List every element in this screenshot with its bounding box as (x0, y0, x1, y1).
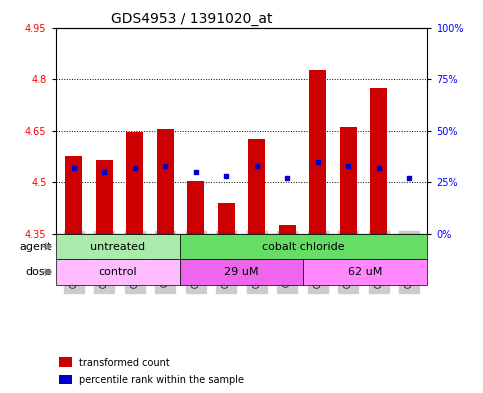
Text: control: control (98, 267, 137, 277)
Text: 29 uM: 29 uM (224, 267, 259, 277)
Text: dose: dose (25, 267, 52, 277)
Point (131, 165, 139, 171)
Point (284, 175, 291, 181)
Text: 62 uM: 62 uM (348, 267, 383, 277)
Point (314, 158, 322, 165)
Bar (59, 375, 72, 384)
Text: GDS4953 / 1391020_at: GDS4953 / 1391020_at (112, 13, 273, 26)
Point (70, 165, 78, 171)
Bar (303, 259, 427, 285)
Text: percentile rank within the sample: percentile rank within the sample (79, 375, 244, 385)
Point (222, 173, 230, 179)
Bar (187, 180, 204, 234)
Bar (59, 357, 72, 367)
Bar (56, 259, 180, 285)
Bar (340, 127, 356, 234)
Point (192, 169, 199, 175)
Point (253, 163, 261, 169)
Bar (56, 234, 180, 259)
Point (344, 163, 352, 169)
Text: untreated: untreated (90, 242, 145, 252)
Text: transformed count: transformed count (79, 358, 170, 367)
Bar (279, 225, 296, 234)
Bar (157, 129, 174, 234)
Bar (66, 156, 82, 234)
Text: cobalt chloride: cobalt chloride (262, 242, 345, 252)
Bar (370, 88, 387, 234)
Bar (218, 203, 235, 234)
Bar (180, 234, 427, 259)
Point (100, 169, 108, 175)
Bar (127, 132, 143, 234)
Point (405, 175, 413, 181)
Bar (96, 160, 113, 234)
Bar (309, 70, 326, 234)
Text: agent: agent (19, 242, 52, 252)
Point (161, 163, 169, 169)
Point (375, 165, 383, 171)
Bar (248, 139, 265, 234)
Bar (180, 259, 303, 285)
